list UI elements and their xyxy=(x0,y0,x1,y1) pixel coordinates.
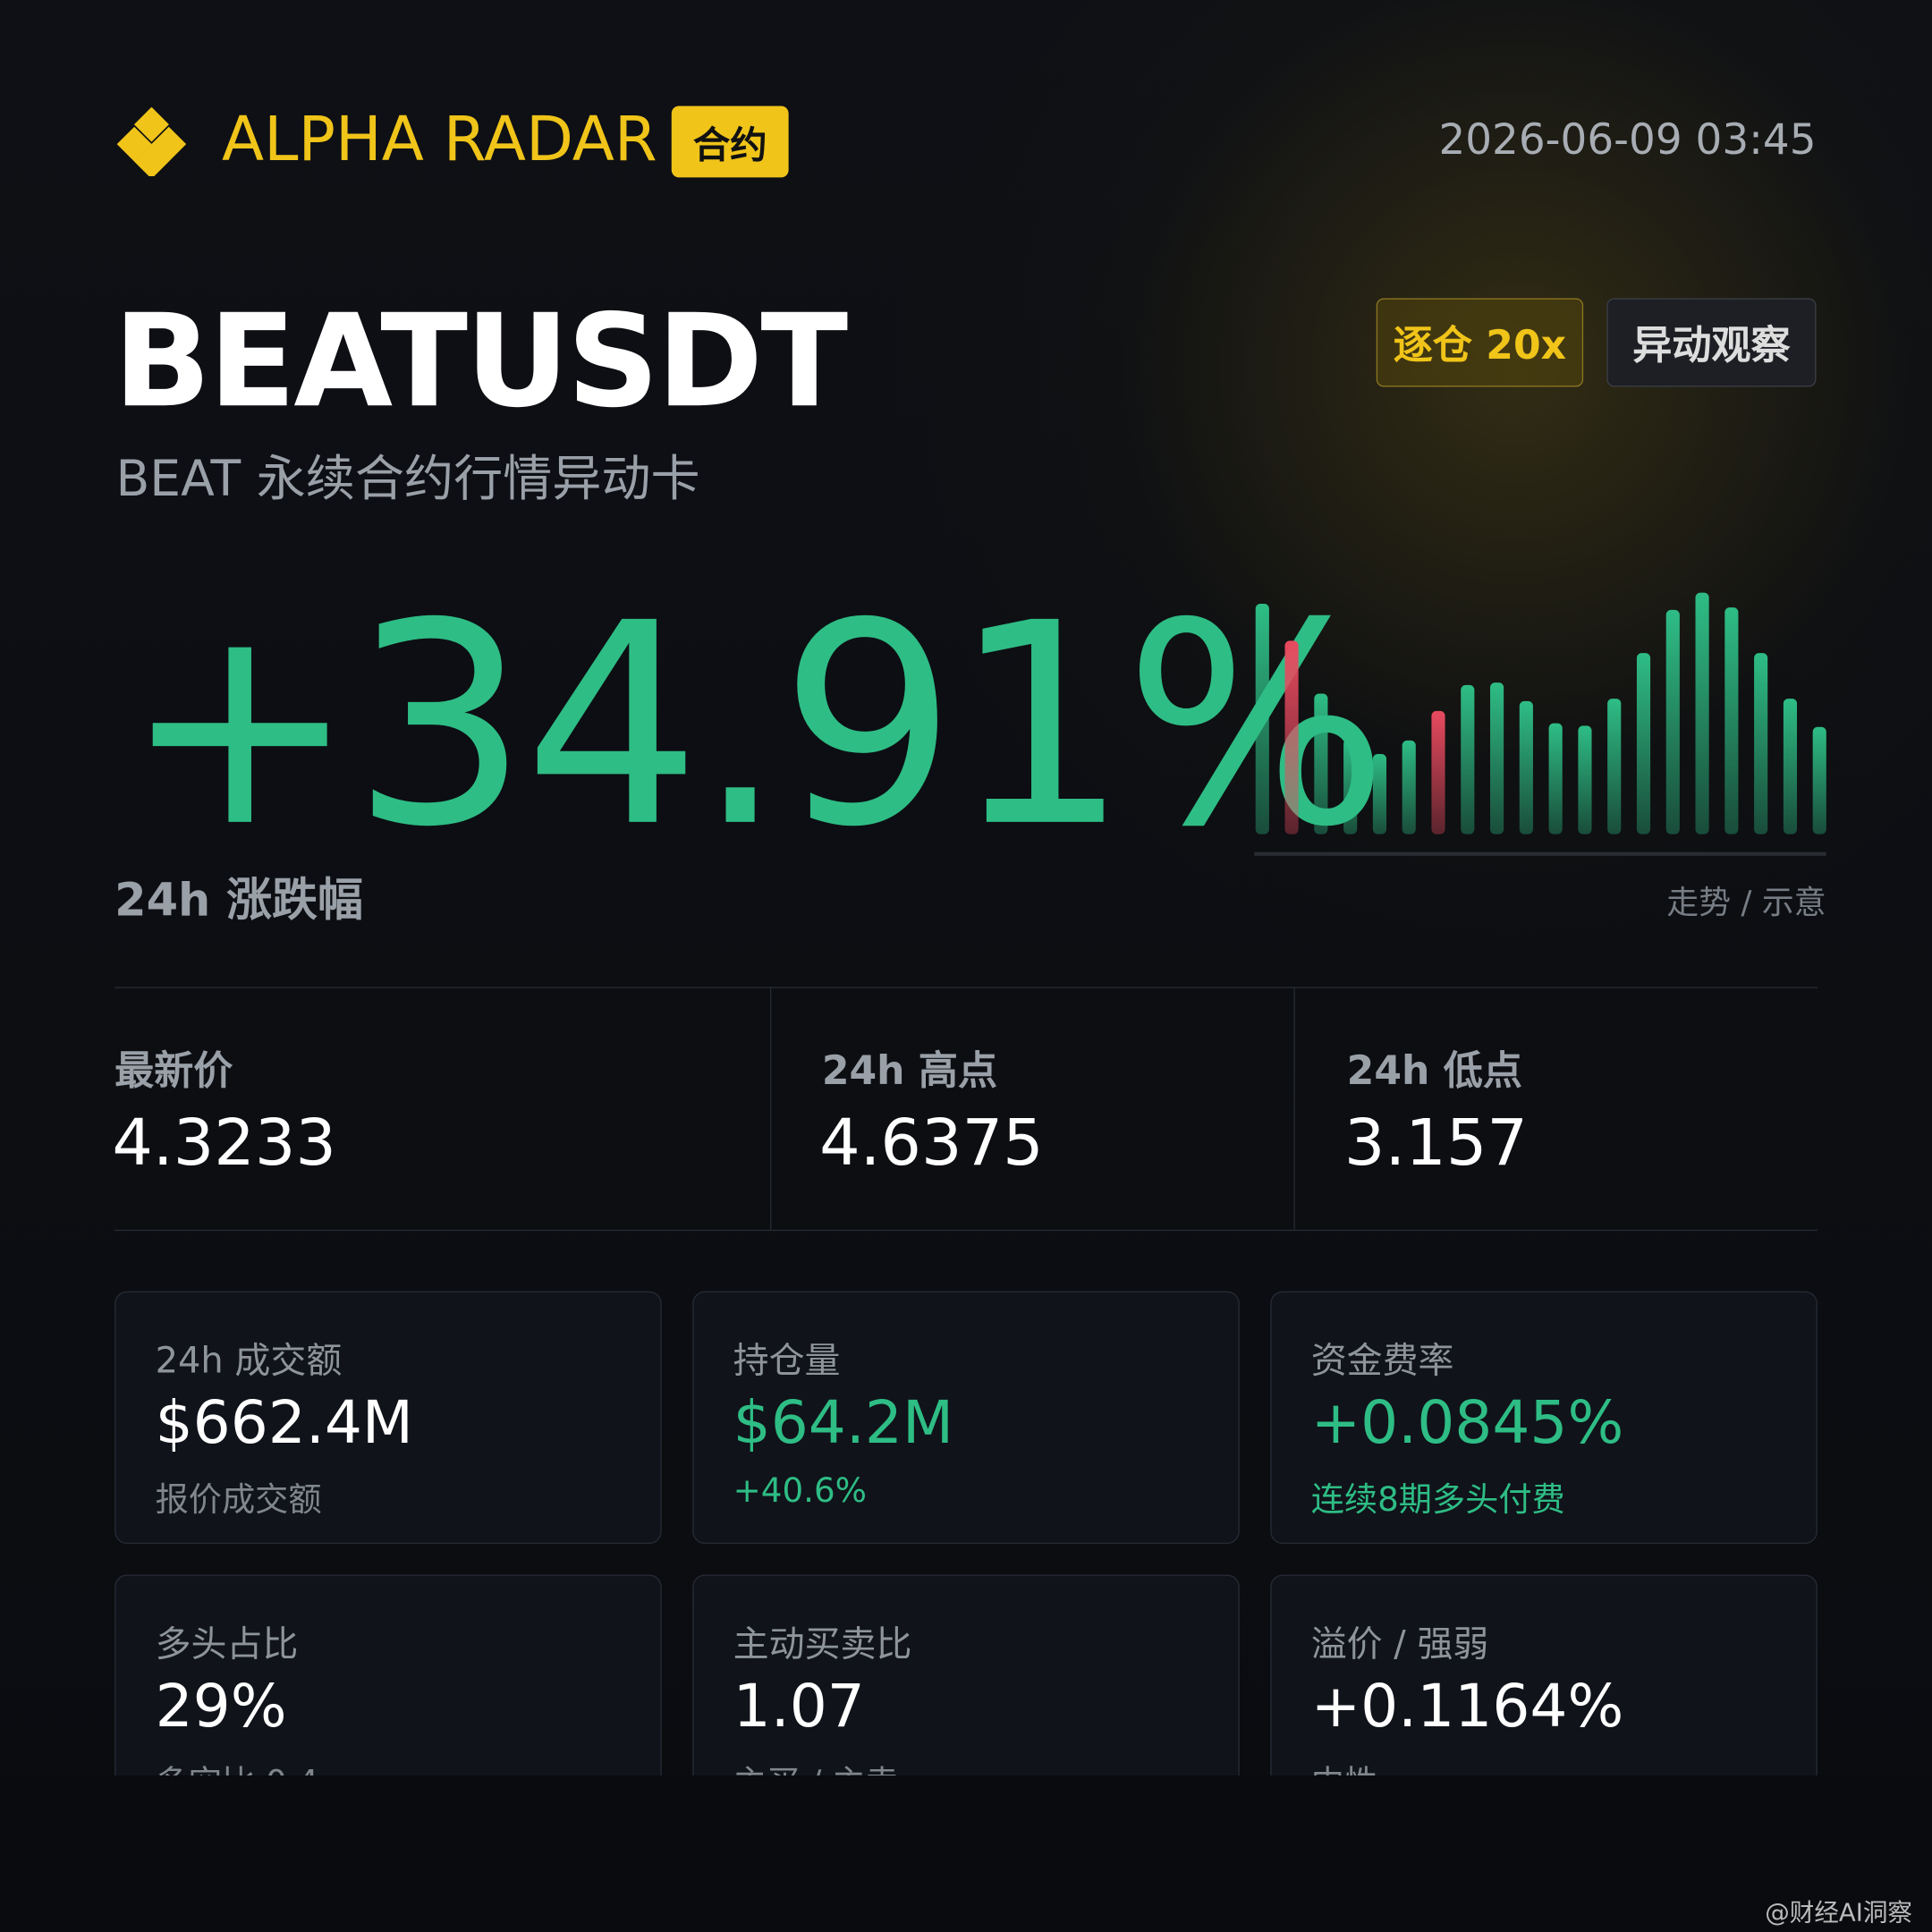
metric-label: 资金费率 xyxy=(1310,1339,1454,1382)
trend-bar xyxy=(1255,604,1269,835)
stat-value: 3.157 xyxy=(1343,1106,1528,1181)
change-label: 24h 涨跌幅 xyxy=(114,873,363,927)
brand: ALPHA RADAR xyxy=(221,103,657,175)
trend-bar xyxy=(1490,682,1504,835)
divider xyxy=(769,987,772,1230)
trend-bar xyxy=(1372,754,1387,835)
trend-bar xyxy=(1665,609,1680,835)
metric-card: 24h 成交额 $662.4M 报价成交额 xyxy=(114,1291,662,1545)
stats-row: 最新价 4.3233 24h 高点 4.6375 24h 低点 3.157 xyxy=(112,987,1818,1232)
metric-sub: 连续8期多头付费 xyxy=(1310,1480,1565,1520)
trend-bar xyxy=(1343,739,1358,835)
metric-label: 24h 成交额 xyxy=(155,1339,343,1382)
trend-bar xyxy=(1578,725,1592,835)
metric-value: $64.2M xyxy=(733,1388,953,1458)
trend-bar xyxy=(1812,726,1826,835)
metric-label: 溢价 / 强弱 xyxy=(1310,1623,1489,1665)
logo xyxy=(116,106,187,176)
tag: 逐仓 20x xyxy=(1376,298,1584,387)
metric-label: 持仓量 xyxy=(733,1339,841,1382)
divider xyxy=(1293,987,1295,1230)
stat-value: 4.6375 xyxy=(819,1106,1044,1181)
trend-bar xyxy=(1548,723,1563,835)
trend-bar xyxy=(1695,592,1709,835)
subtitle: BEAT 永续合约行情异动卡 xyxy=(115,451,700,508)
trend-bar xyxy=(1402,740,1416,835)
metric-value: 1.07 xyxy=(733,1672,865,1741)
badge: 合约 xyxy=(671,106,789,178)
trend-bar xyxy=(1431,710,1445,835)
watermark: @财经AI洞察 xyxy=(1765,1897,1912,1928)
trend-bar xyxy=(1519,700,1533,835)
change-value: +34.91% xyxy=(123,564,1389,889)
trend-bar xyxy=(1754,653,1768,835)
tag: 异动观察 xyxy=(1606,298,1817,387)
metric-value: +0.1164% xyxy=(1310,1672,1624,1741)
metric-value: $662.4M xyxy=(155,1388,413,1458)
trend-bar xyxy=(1607,699,1622,835)
trend-bar xyxy=(1461,684,1475,835)
trend-bar xyxy=(1284,640,1299,835)
metric-label: 主动买卖比 xyxy=(733,1623,912,1665)
metric-card: 资金费率 +0.0845% 连续8期多头付费 xyxy=(1270,1291,1818,1545)
trend-caption: 走势 / 示意 xyxy=(1666,885,1826,922)
metric-sub: 报价成交额 xyxy=(155,1480,322,1520)
trend-bar xyxy=(1783,699,1798,835)
metric-sub: +40.6% xyxy=(733,1472,867,1511)
metric-value: +0.0845% xyxy=(1310,1388,1624,1458)
stat-label: 最新价 xyxy=(114,1046,233,1095)
trend-chart xyxy=(1254,592,1826,856)
footer-mask xyxy=(0,1775,1932,1932)
stat-label: 24h 低点 xyxy=(1346,1046,1522,1095)
trend-bar xyxy=(1314,693,1328,835)
metric-value: 29% xyxy=(155,1672,287,1741)
trend-bar xyxy=(1636,653,1651,835)
metric-label: 多头占比 xyxy=(155,1623,299,1665)
metric-card: 持仓量 $64.2M +40.6% xyxy=(692,1291,1240,1545)
symbol: BEATUSDT xyxy=(113,285,848,436)
timestamp: 2026-06-09 03:45 xyxy=(1438,115,1817,165)
stat-label: 24h 高点 xyxy=(821,1046,998,1095)
trend-bar xyxy=(1724,607,1739,835)
stat-value: 4.3233 xyxy=(112,1106,337,1181)
